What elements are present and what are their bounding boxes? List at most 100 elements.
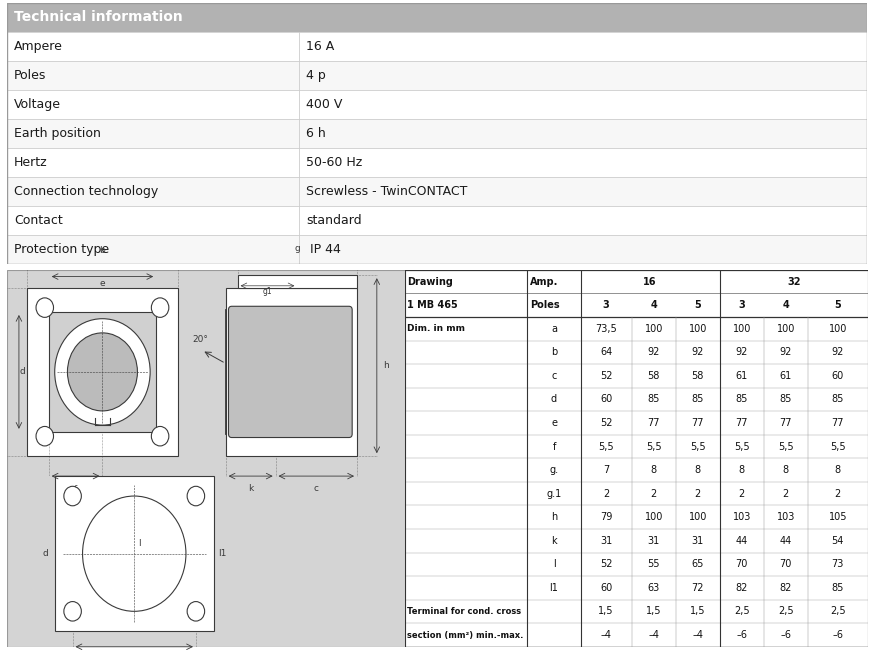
Text: 31: 31: [648, 536, 660, 546]
Text: 60: 60: [600, 394, 613, 404]
Bar: [7, 119, 867, 148]
Text: 8: 8: [695, 465, 701, 475]
Text: Connection technology: Connection technology: [14, 185, 158, 198]
Bar: [7, 148, 867, 177]
Text: 77: 77: [780, 418, 792, 428]
Text: 77: 77: [735, 418, 748, 428]
Text: f: f: [552, 441, 556, 452]
Text: 85: 85: [831, 583, 844, 593]
Text: d: d: [551, 394, 557, 404]
Text: standard: standard: [306, 214, 362, 227]
Text: –6: –6: [832, 630, 843, 640]
Circle shape: [36, 426, 53, 446]
Bar: [225, 288, 357, 456]
Text: 5,5: 5,5: [599, 441, 614, 452]
Bar: [7, 177, 867, 206]
Text: e: e: [100, 279, 105, 288]
Bar: [7, 31, 867, 61]
Text: 60: 60: [600, 583, 613, 593]
Text: 20°: 20°: [192, 334, 208, 344]
Text: –4: –4: [692, 630, 704, 640]
Text: –4: –4: [649, 630, 659, 640]
Text: Poles: Poles: [14, 68, 46, 82]
Text: 2,5: 2,5: [778, 606, 794, 616]
Text: l: l: [552, 559, 555, 569]
Text: 5,5: 5,5: [690, 441, 705, 452]
Text: Technical information: Technical information: [14, 10, 183, 24]
Text: 44: 44: [736, 536, 748, 546]
Text: 58: 58: [648, 371, 660, 381]
Text: 2: 2: [603, 489, 609, 499]
Text: 72: 72: [691, 583, 704, 593]
Text: 100: 100: [732, 324, 751, 334]
Text: 82: 82: [735, 583, 748, 593]
Circle shape: [55, 319, 150, 425]
Text: 70: 70: [735, 559, 748, 569]
Bar: [7, 235, 867, 264]
Text: 61: 61: [780, 371, 792, 381]
Text: 2: 2: [650, 489, 656, 499]
Text: f: f: [74, 485, 77, 494]
Text: h: h: [551, 512, 558, 522]
Text: b: b: [100, 246, 105, 256]
Text: 77: 77: [691, 418, 704, 428]
Text: Drawing: Drawing: [407, 276, 453, 287]
Text: 4: 4: [650, 301, 657, 310]
Text: 100: 100: [644, 512, 662, 522]
Text: 52: 52: [600, 418, 613, 428]
Text: g.: g.: [550, 465, 558, 475]
Text: 64: 64: [600, 348, 613, 357]
Text: 1,5: 1,5: [690, 606, 705, 616]
Text: 92: 92: [780, 348, 792, 357]
Circle shape: [36, 298, 53, 318]
Text: 100: 100: [829, 324, 847, 334]
Circle shape: [64, 602, 81, 621]
Text: e: e: [551, 418, 557, 428]
Text: 61: 61: [736, 371, 748, 381]
Bar: [238, 275, 357, 288]
Text: 58: 58: [691, 371, 704, 381]
Bar: [7, 90, 867, 119]
Text: k: k: [551, 536, 557, 546]
Text: 82: 82: [780, 583, 792, 593]
Text: 3: 3: [603, 301, 609, 310]
Text: c: c: [551, 371, 557, 381]
Bar: [405, 270, 868, 293]
Bar: [55, 476, 214, 631]
Text: l1: l1: [550, 583, 558, 593]
Text: section (mm²) min.-max.: section (mm²) min.-max.: [407, 630, 524, 640]
Text: c: c: [314, 484, 319, 493]
Text: 1,5: 1,5: [599, 606, 614, 616]
Text: l1: l1: [218, 549, 226, 558]
Text: k: k: [248, 484, 253, 493]
Text: 400 V: 400 V: [306, 98, 343, 111]
Text: 85: 85: [691, 394, 704, 404]
Text: 85: 85: [780, 394, 792, 404]
Text: 103: 103: [776, 512, 794, 522]
Text: Dim. in mm: Dim. in mm: [407, 324, 465, 333]
Text: l: l: [138, 539, 141, 548]
Text: 6 h: 6 h: [306, 126, 326, 140]
Text: d: d: [19, 367, 24, 376]
Text: g.1: g.1: [546, 489, 562, 499]
Bar: [27, 288, 178, 456]
Text: –6: –6: [780, 630, 791, 640]
Text: Terminal for cond. cross: Terminal for cond. cross: [407, 607, 521, 616]
Text: 5,5: 5,5: [734, 441, 750, 452]
Text: 63: 63: [648, 583, 660, 593]
Text: h: h: [383, 361, 389, 370]
Text: 92: 92: [648, 348, 660, 357]
Text: 100: 100: [689, 512, 707, 522]
Text: 8: 8: [650, 465, 656, 475]
Text: Amp.: Amp.: [530, 276, 558, 287]
Bar: [7, 206, 867, 235]
Text: a: a: [551, 324, 557, 334]
Text: Voltage: Voltage: [14, 98, 61, 111]
Text: 92: 92: [691, 348, 704, 357]
Text: 65: 65: [691, 559, 704, 569]
Text: b: b: [551, 348, 558, 357]
Text: 5,5: 5,5: [830, 441, 845, 452]
Text: Hertz: Hertz: [14, 156, 47, 169]
Text: Poles: Poles: [530, 301, 559, 310]
Text: 60: 60: [832, 371, 844, 381]
